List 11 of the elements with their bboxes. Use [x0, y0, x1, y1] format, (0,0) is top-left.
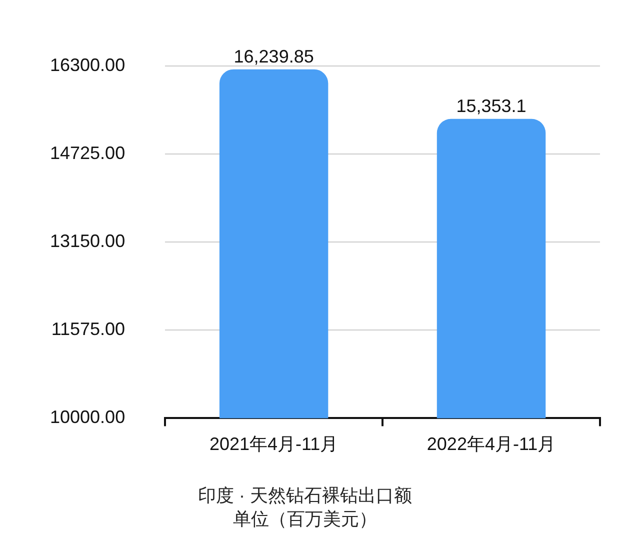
text: 印度 · 天然钻石裸钻出口额 [198, 486, 412, 506]
x-tick-label: 2022年4月-11月 [426, 434, 556, 454]
data-label: 16,239.85 [234, 46, 314, 66]
y-tick-label: 13150.00 [50, 231, 126, 252]
text: 单位（百万美元） [233, 509, 377, 530]
y-tick-label: 10000.00 [50, 407, 126, 428]
y-tick-label: 11575.00 [51, 319, 126, 340]
x-tick-label: 2021年4月-11月 [209, 434, 338, 454]
y-tick-label: 16300.00 [50, 54, 126, 75]
data-label: 15,353.1 [456, 96, 526, 116]
y-tick-label: 14725.00 [50, 143, 126, 164]
